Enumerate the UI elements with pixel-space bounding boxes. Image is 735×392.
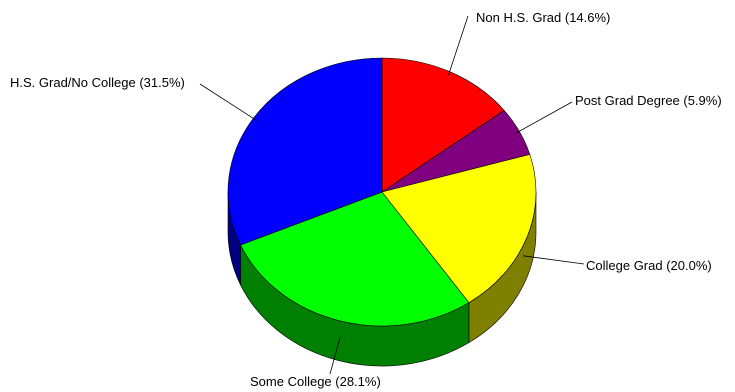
slice-3 xyxy=(240,191,470,327)
leader-line-1 xyxy=(515,101,573,134)
slice-label-2: College Grad (20.0%) xyxy=(586,258,712,273)
leader-line-3 xyxy=(329,336,341,375)
leader-line-0 xyxy=(447,15,469,76)
leader-line-2 xyxy=(523,255,585,265)
pie-slices xyxy=(227,57,537,327)
slice-labels: Non H.S. Grad (14.6%) Post Grad Degree (5… xyxy=(10,10,722,389)
leader-lines xyxy=(199,15,585,375)
slice-label-4: H.S. Grad/No College (31.5%) xyxy=(10,75,185,90)
slice-label-0: Non H.S. Grad (14.6%) xyxy=(476,10,610,25)
slice-0 xyxy=(381,57,505,193)
slice-2 xyxy=(381,154,537,304)
slice-label-3: Some College (28.1%) xyxy=(250,374,381,389)
leader-line-4 xyxy=(199,83,257,121)
slice-label-1: Post Grad Degree (5.9%) xyxy=(575,93,722,108)
